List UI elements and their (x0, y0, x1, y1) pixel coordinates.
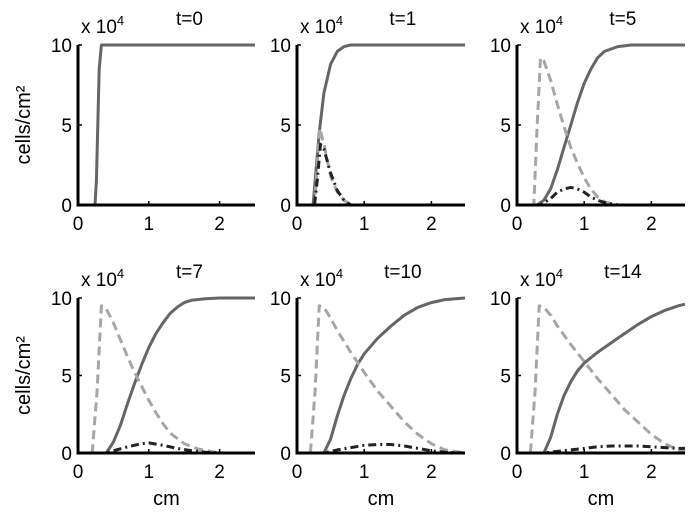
y-tick-label: 0 (500, 196, 511, 217)
y-tick-label: 10 (270, 289, 291, 310)
series-line-dashed (78, 304, 255, 455)
subplot-title: t=0 (176, 9, 203, 30)
y-multiplier-label: x 104 (520, 13, 563, 38)
y-tick-label: 10 (51, 289, 72, 310)
y-tick-label: 10 (490, 36, 511, 57)
x-tick-label: 2 (214, 214, 225, 235)
x-tick-label: 1 (359, 214, 370, 235)
x-tick-label: 0 (73, 462, 84, 483)
subplot-title: t=1 (389, 9, 416, 30)
series-line-dashdot (517, 185, 685, 207)
series-line-solid (517, 302, 686, 455)
series-line-dashdot (297, 142, 465, 207)
subplot-title: t=5 (609, 9, 636, 30)
y-tick-label: 10 (490, 289, 511, 310)
subplot-5 (295, 296, 466, 455)
y-tick-label: 5 (280, 116, 291, 137)
subplot-2 (295, 43, 465, 207)
x-tick-label: 1 (359, 462, 370, 483)
series-line-solid (297, 296, 466, 455)
x-tick-label: 2 (426, 214, 437, 235)
x-axis-label: cm (368, 488, 395, 510)
x-tick-label: 2 (646, 462, 657, 483)
y-tick-label: 10 (270, 36, 291, 57)
y-multiplier-label: x 104 (520, 266, 563, 291)
y-tick-label: 0 (500, 444, 511, 465)
series-line-solid (517, 43, 685, 207)
subplot-title: t=10 (384, 262, 422, 283)
y-axis-label: cells/cm² (13, 85, 35, 164)
series-line-dashdot (297, 443, 466, 455)
y-tick-label: 10 (51, 36, 72, 57)
y-multiplier-label: x 104 (300, 13, 343, 38)
subplot-3 (515, 43, 685, 207)
series-line-dashdot (517, 444, 685, 455)
y-axis-label: cells/cm² (13, 336, 35, 415)
x-tick-label: 0 (73, 214, 84, 235)
y-tick-label: 0 (280, 196, 291, 217)
x-tick-label: 2 (646, 214, 657, 235)
subplot-6 (515, 297, 686, 455)
x-tick-label: 1 (579, 462, 590, 483)
series-line-solid (78, 296, 255, 455)
series-line-dashdot (78, 441, 255, 455)
series-line-dashed (517, 56, 685, 207)
y-tick-label: 5 (61, 116, 72, 137)
x-tick-label: 2 (426, 462, 437, 483)
x-tick-label: 1 (579, 214, 590, 235)
y-tick-label: 5 (500, 116, 511, 137)
y-tick-label: 5 (500, 367, 511, 388)
subplot-4 (76, 296, 255, 455)
series-line-solid (297, 43, 465, 207)
y-tick-label: 5 (61, 367, 72, 388)
x-tick-label: 0 (292, 214, 303, 235)
y-tick-label: 0 (61, 196, 72, 217)
series-line-solid (78, 43, 255, 207)
x-axis-label: cm (588, 488, 615, 510)
x-tick-label: 1 (144, 462, 155, 483)
subplot-title: t=7 (176, 262, 203, 283)
series-line-dashed (297, 126, 465, 207)
x-tick-label: 2 (214, 462, 225, 483)
y-multiplier-label: x 104 (81, 13, 124, 38)
subplot-1 (76, 43, 255, 207)
x-tick-label: 0 (512, 462, 523, 483)
y-tick-label: 0 (280, 444, 291, 465)
x-axis-label: cm (153, 488, 180, 510)
series-line-dashed (517, 304, 686, 455)
subplot-title: t=14 (604, 262, 642, 283)
x-tick-label: 1 (144, 214, 155, 235)
y-multiplier-label: x 104 (81, 266, 124, 291)
x-tick-label: 0 (512, 214, 523, 235)
y-multiplier-label: x 104 (300, 266, 343, 291)
y-tick-label: 0 (61, 444, 72, 465)
x-tick-label: 0 (292, 462, 303, 483)
y-tick-label: 5 (280, 367, 291, 388)
series-line-dashed (297, 304, 466, 455)
